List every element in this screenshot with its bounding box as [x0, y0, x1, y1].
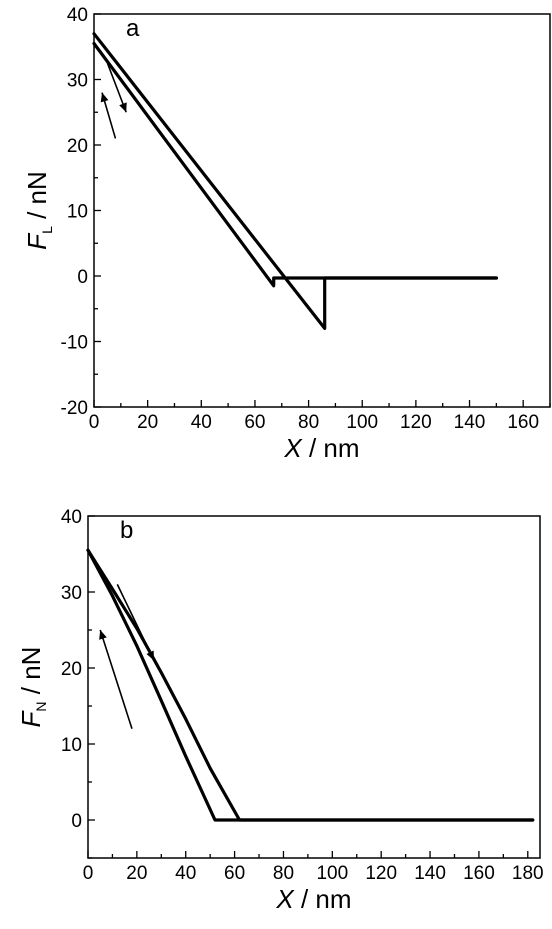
- x-tick-label: 140: [454, 412, 486, 433]
- x-tick-label: 60: [224, 863, 245, 884]
- x-tick-label: 0: [89, 412, 100, 433]
- y-axis-variable: F: [22, 232, 52, 250]
- plot-frame: [93, 13, 551, 408]
- x-tick-label: 20: [126, 863, 147, 884]
- chart-panel-a: 0 20 40 60 80 100 120 140 160 -20 -10 0 10 20 30 40 a X /…: [22, 5, 551, 463]
- arrow-shaft: [99, 629, 133, 730]
- y-tick-label: 20: [61, 659, 82, 680]
- x-tick-label: 20: [137, 412, 158, 433]
- arrow-head: [146, 650, 154, 661]
- y-axis-unit: / nN: [16, 647, 46, 702]
- y-tick-label: 30: [67, 71, 88, 92]
- x-tick-label: 80: [298, 412, 319, 433]
- x-tick-label: 120: [365, 863, 397, 884]
- x-tick-label: 140: [414, 863, 446, 884]
- x-axis-title: X / nm: [283, 433, 359, 463]
- x-tick-label: 40: [191, 412, 212, 433]
- x-axis-unit: / nm: [294, 884, 352, 914]
- x-tick-label: 60: [244, 412, 265, 433]
- series-line-2: [92, 41, 498, 288]
- x-tick-label: 40: [175, 863, 196, 884]
- series-line-2: [86, 548, 535, 822]
- y-tick-label: 0: [77, 267, 88, 288]
- x-tick-label: 160: [507, 412, 539, 433]
- annotation-arrow-down-right: [116, 584, 155, 661]
- y-tick-label: 20: [67, 136, 88, 157]
- y-axis-variable: F: [16, 709, 46, 727]
- y-tick-label: -10: [61, 333, 88, 354]
- x-tick-label: 100: [346, 412, 378, 433]
- arrow-head: [100, 92, 109, 103]
- y-tick-label: 40: [61, 507, 82, 528]
- x-axis-variable: X: [283, 433, 303, 463]
- arrow-head: [119, 102, 127, 113]
- y-tick-label: 30: [61, 583, 82, 604]
- y-axis-title: FL / nN: [22, 171, 55, 250]
- y-axis-title: FN / nN: [16, 647, 49, 728]
- x-tick-label: 80: [273, 863, 294, 884]
- x-tick-label: 120: [400, 412, 432, 433]
- y-tick-label: 0: [71, 811, 82, 832]
- y-axis-unit: / nN: [22, 171, 52, 226]
- x-tick-label: 100: [316, 863, 348, 884]
- x-tick-label: 0: [83, 863, 94, 884]
- annotation-arrow-up-left: [100, 92, 117, 139]
- x-axis-title: X / nm: [275, 884, 351, 914]
- annotation-arrow-down-right: [106, 62, 127, 113]
- y-tick-label: 10: [61, 735, 82, 756]
- arrow-shaft: [116, 584, 155, 661]
- y-axis-subscript: L: [39, 226, 55, 234]
- y-tick-label: -20: [61, 398, 88, 419]
- y-tick-label: 40: [67, 5, 88, 26]
- panel-letter: a: [126, 15, 140, 42]
- y-axis-subscript: N: [33, 701, 49, 711]
- x-axis-variable: X: [275, 884, 295, 914]
- x-tick-label: 160: [463, 863, 495, 884]
- arrow-head: [99, 630, 107, 640]
- chart-panel-b: 0 20 40 60 80 100 120 140 160 180 0 10 20 30 40 b X / nm…: [16, 507, 544, 914]
- series-line-1: [86, 548, 535, 822]
- annotation-arrow-up-left: [99, 629, 133, 730]
- x-axis-unit: / nm: [302, 433, 360, 463]
- panel-letter: b: [120, 517, 133, 544]
- x-tick-label: 180: [512, 863, 544, 884]
- plot-frame: [87, 515, 541, 859]
- series-line-1: [92, 32, 498, 330]
- y-tick-label: 10: [67, 202, 88, 223]
